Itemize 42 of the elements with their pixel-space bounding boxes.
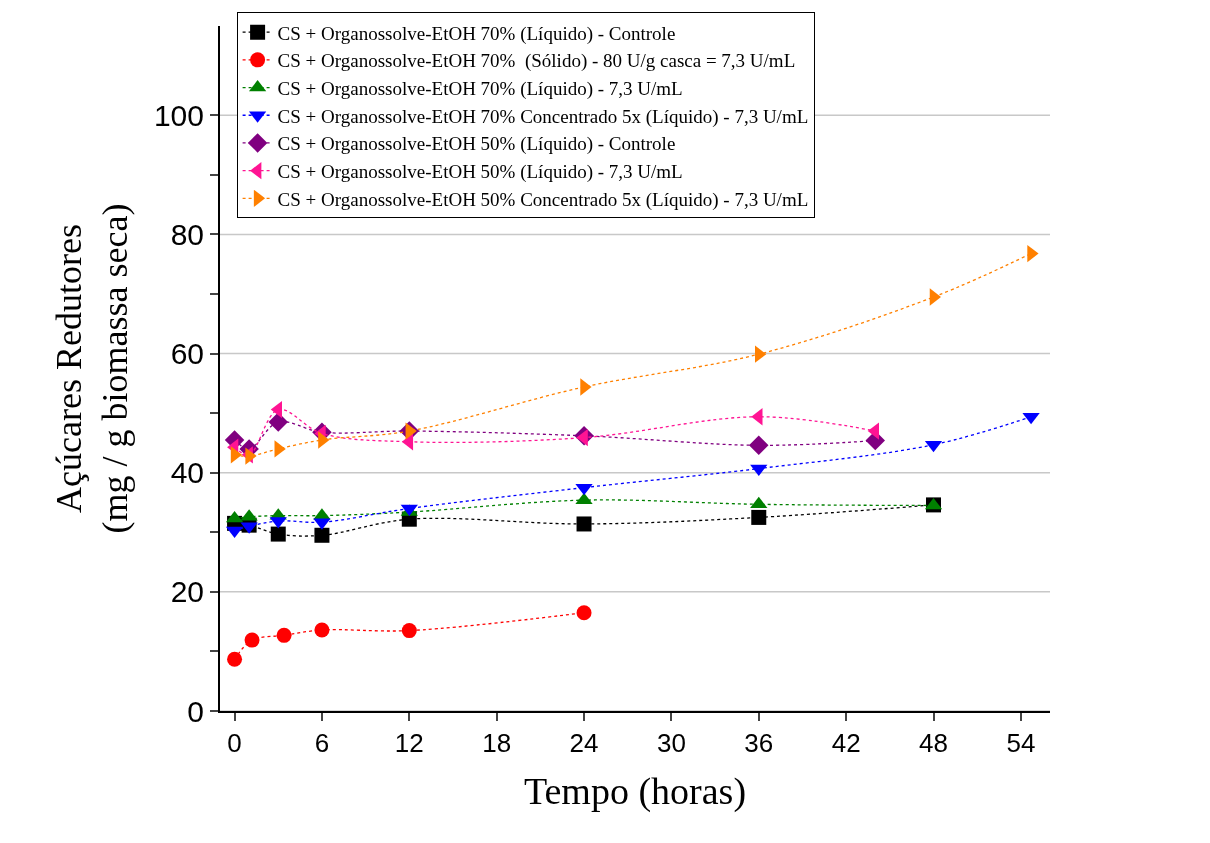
point	[401, 433, 414, 451]
x-tick-label: 48	[919, 728, 948, 759]
point	[576, 605, 592, 621]
legend-label: CS + Organossolve-EtOH 70% (Sólido) - 80 U/g casca = 7,3 U/mL	[277, 50, 796, 73]
legend-label: CS + Organossolve-EtOH 70% (Líquido) - 7,3 U/mL	[277, 77, 683, 100]
point	[268, 412, 288, 432]
point	[750, 496, 768, 509]
point	[270, 526, 286, 542]
point	[929, 288, 942, 306]
x-tick-label: 0	[227, 728, 242, 759]
x-axis-title: Tempo (horas)	[523, 769, 747, 813]
y-tick-label: 20	[170, 575, 204, 609]
point	[750, 464, 768, 477]
y-tick-label: 60	[170, 337, 204, 371]
point	[244, 632, 260, 648]
point	[576, 516, 592, 532]
legend-label: CS + Organossolve-EtOH 50% (Líquido) - Controle	[277, 133, 676, 156]
x-tick-label: 54	[1006, 728, 1036, 759]
x-tick-label: 30	[656, 728, 686, 759]
y-tick-label: 0	[187, 694, 204, 728]
legend-label: CS + Organossolve-EtOH 70% Concentrado 5x (Líquido) - 7,3 U/mL	[277, 105, 809, 128]
point	[751, 509, 767, 525]
y-axis-title: Açúcares Redutores (mg / g biomassa seca)	[48, 203, 136, 534]
x-tick-label: 42	[831, 728, 861, 759]
x-tick-label: 36	[744, 728, 774, 759]
x-tick-label: 18	[482, 728, 512, 759]
point	[276, 627, 292, 643]
point	[314, 622, 330, 638]
point	[749, 435, 769, 456]
point	[401, 623, 417, 639]
point	[227, 651, 243, 667]
x-tick-label: 12	[394, 728, 424, 759]
legend-label: CS + Organossolve-EtOH 50% Concentrado 5x (Líquido) - 7,3 U/mL	[277, 188, 809, 211]
point	[314, 527, 330, 543]
y-tick-label: 40	[170, 456, 204, 490]
y-tick-label: 100	[153, 98, 204, 132]
x-tick-label: 24	[569, 728, 599, 759]
y-tick-label: 80	[170, 217, 204, 251]
legend-label: CS + Organossolve-EtOH 70% (Líquido) - Controle	[277, 22, 676, 45]
legend-label: CS + Organossolve-EtOH 50% (Líquido) - 7,3 U/mL	[277, 161, 683, 184]
point	[575, 483, 593, 496]
x-tick-label: 6	[314, 728, 330, 759]
